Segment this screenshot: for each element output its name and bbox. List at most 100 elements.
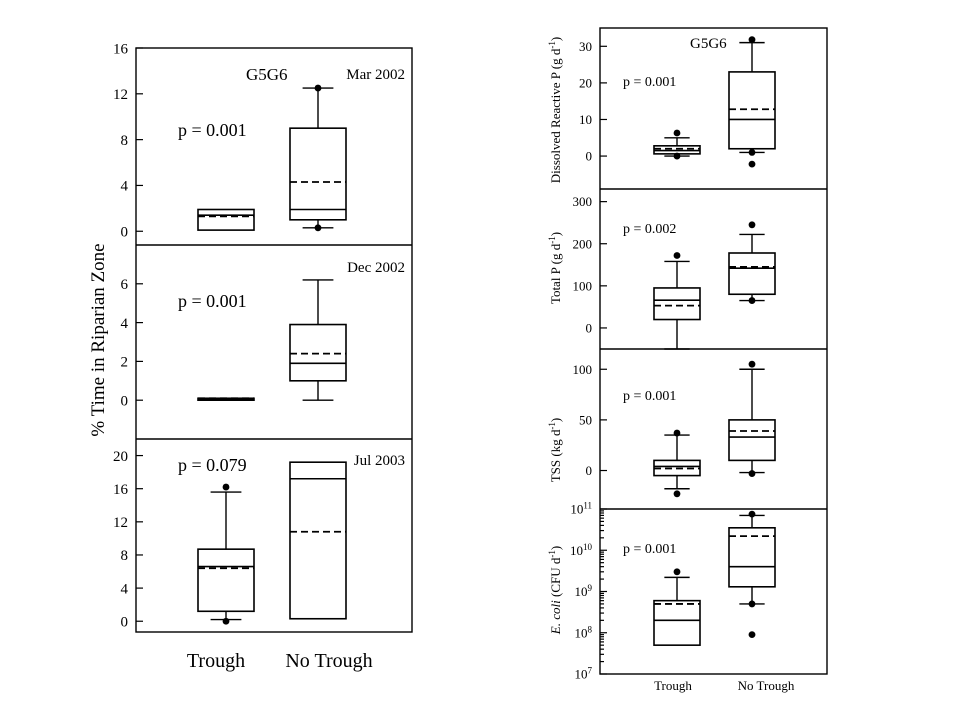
iqr-box [728,419,776,462]
y-tick-label: 16 [113,41,129,57]
y-tick-label: 1010 [570,542,593,558]
box-plot-trough [197,208,255,231]
iqr-box [653,599,701,646]
y-tick-label: 200 [573,236,593,251]
box-plot-trough [197,483,255,625]
date-label-dec-2002: Dec 2002 [347,260,405,276]
left-panel: G5G6 Mar 2002 Dec 2002 Jul 2003 p = 0.00… [88,41,413,672]
outlier-point [222,483,230,491]
y-tick-label: 12 [113,515,128,531]
outlier-point [673,490,681,498]
y-tick-label: 107 [575,666,593,682]
outlier-point [222,617,230,625]
p-value-mar-2002: p = 0.001 [178,120,247,140]
outlier-point [748,360,756,368]
box-plot-trough [653,129,701,160]
outlier-point [673,152,681,160]
y-tick-label: 0 [121,614,129,630]
iqr-box [289,461,347,620]
right-panel-frame [599,27,828,675]
outlier-point [673,429,681,437]
y-tick-label: 100 [573,362,593,377]
right-panel: G5G6 p = 0.001 p = 0.002 p = 0.001 p = 0… [547,27,828,693]
outlier-point [748,36,756,44]
p-value-ecoli: p = 0.001 [623,542,676,557]
iqr-box [197,208,255,231]
outlier-point [748,510,756,518]
y-tick-label: 0 [121,393,129,409]
y-tick-label: 20 [579,75,592,90]
right-site-label: G5G6 [690,36,727,52]
iqr-box [197,548,255,613]
y-tick-label: 0 [586,320,593,335]
outlier-point [748,600,756,608]
y-tick-label: 0 [586,149,593,164]
box-plot-no-trough [289,461,347,620]
outlier-point [748,149,756,156]
ecoli-y-axis-label: E. coli (CFU d-1) [547,546,563,635]
outlier-point [314,224,322,232]
outlier-point [748,631,756,639]
y-tick-label: 6 [121,277,129,293]
date-label-jul-2003: Jul 2003 [354,453,405,469]
p-value-drp: p = 0.001 [623,75,676,90]
iqr-box [289,127,347,221]
y-tick-label: 16 [113,482,129,498]
left-y-axis-label: % Time in Riparian Zone [88,243,109,436]
outlier-point [748,470,756,477]
drp-y-axis-label: Dissolved Reactive P (g d-1) [547,37,563,183]
outlier-point [748,221,756,229]
iqr-box [289,323,347,382]
iqr-box [653,287,701,321]
box-plot-no-trough [289,84,347,232]
y-tick-label: 108 [575,624,593,640]
y-tick-label: 1011 [570,501,592,517]
outlier-point [673,568,681,576]
y-tick-label: 8 [121,133,129,149]
left-panel-frame [135,47,413,633]
p-value-total-p: p = 0.002 [623,222,676,237]
box-plot-no-trough [728,360,776,477]
outlier-point [748,160,756,168]
y-tick-label: 30 [579,39,592,54]
y-tick-label: 2 [121,355,129,371]
p-value-tss: p = 0.001 [623,389,676,404]
y-tick-label: 4 [121,179,129,195]
iqr-box [728,252,776,296]
box-plot-trough [653,568,701,646]
box-plot-trough [197,397,255,402]
tss-y-axis-label: TSS (kg d-1) [547,418,563,483]
y-tick-label: 12 [113,87,128,103]
outlier-point [673,252,681,259]
left-x-label-no-trough: No Trough [285,650,372,672]
total-p-y-axis-label: Total P (g d-1) [547,232,563,304]
y-tick-label: 109 [575,583,593,599]
outlier-point [748,297,756,304]
y-tick-label: 4 [121,581,129,597]
left-tick-group: 0 4 8 12 16 0 2 4 6 0 4 8 12 16 20 [113,41,143,630]
box-plot-trough [653,252,701,350]
y-tick-label: 300 [573,194,593,209]
right-x-label-no-trough: No Trough [738,678,795,693]
outlier-point [673,129,681,137]
y-tick-label: 100 [573,278,593,293]
y-tick-label: 0 [586,463,593,478]
left-x-label-trough: Trough [187,650,245,672]
p-value-dec-2002: p = 0.001 [178,291,247,311]
date-label-mar-2002: Mar 2002 [346,67,405,83]
right-x-label-trough: Trough [654,678,692,693]
y-tick-label: 4 [121,316,129,332]
y-tick-label: 8 [121,548,129,564]
box-plot-no-trough [728,221,776,304]
y-tick-label: 0 [121,225,129,241]
iqr-box [728,527,776,588]
p-value-jul-2003: p = 0.079 [178,455,247,475]
left-box-group [197,84,347,625]
y-tick-label: 10 [579,112,592,127]
box-plot-no-trough [728,36,776,168]
box-plot-trough [653,429,701,498]
right-box-group [653,36,776,646]
left-site-label: G5G6 [246,65,288,84]
